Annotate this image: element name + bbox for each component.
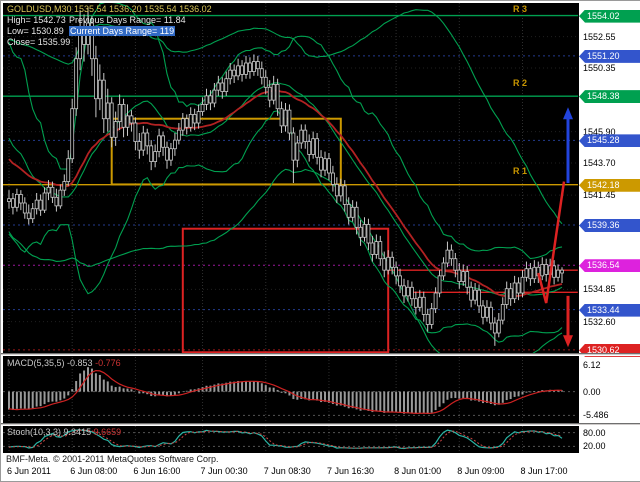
axis-tick: -5.486: [583, 410, 609, 421]
stoch-name: Stoch(10,3,3): [7, 427, 62, 437]
axis-tick: 80.00: [583, 427, 606, 438]
axis-tick: 1532.60: [583, 316, 616, 327]
chart-area[interactable]: [3, 3, 578, 453]
prev-range-value: Previous Days Range= 11.84: [69, 15, 186, 25]
macd-value1: -0.853: [67, 358, 93, 368]
price-axis[interactable]: 1552.55 1550.35 1545.90 1543.70 1541.45 1534.…: [578, 3, 640, 453]
close-line: Close= 1535.99: [7, 37, 71, 47]
symbol-ohlc-line: GOLDUSD,M30 1535.54 1536.20 1535.54 1536…: [7, 4, 212, 14]
time-label: 8 Jun 17:00: [520, 466, 568, 476]
price-level-label: 1536.54: [579, 259, 640, 273]
axis-tick: 1550.35: [583, 63, 616, 73]
macd-name: MACD(5,35,5): [7, 358, 65, 368]
time-axis[interactable]: BMF-Meta. © 2001-2011 MetaQuotes Softwar…: [3, 453, 639, 479]
curr-range-value: Current Days Range= 119: [69, 26, 176, 36]
price-level-label: 1539.36: [579, 219, 640, 232]
price-level-label: 1533.44: [579, 303, 640, 317]
time-label: 7 Jun 16:30: [326, 466, 374, 476]
time-label: 7 Jun 08:30: [263, 466, 311, 476]
axis-tick: 20.00: [583, 441, 606, 452]
price-level-label: 1548.38: [579, 90, 640, 104]
price-level-label: 1551.20: [579, 49, 640, 63]
pane-separator-stoch[interactable]: [1, 423, 640, 426]
axis-tick: 1543.70: [583, 158, 616, 168]
axis-tick: 1552.55: [583, 31, 616, 42]
time-label: 6 Jun 08:00: [70, 466, 118, 476]
axis-tick: 0.00: [583, 386, 601, 397]
time-label: 7 Jun 00:30: [200, 466, 248, 476]
high-value: High= 1542.73: [7, 15, 66, 25]
macd-label: MACD(5,35,5) -0.853 -0.776: [7, 358, 121, 368]
stoch-label: Stoch(10,3,3) 9.3415 9.6659: [7, 427, 121, 437]
low-range-line: Low= 1530.89 Current Days Range= 119: [7, 26, 176, 37]
pivot-r3-label: R 3: [513, 4, 528, 14]
axis-tick: 1545.90: [583, 126, 616, 137]
axis-tick: 1534.85: [583, 284, 616, 295]
axis-tick: 6.12: [583, 360, 601, 371]
pivot-r1-label: R 1: [513, 166, 528, 177]
pane-separator-macd[interactable]: [1, 353, 640, 356]
macd-value2: -0.776: [95, 358, 121, 368]
low-value: Low= 1530.89: [7, 26, 64, 36]
price-level-label: 1542.18: [579, 178, 640, 192]
time-label: 8 Jun 09:00: [457, 466, 505, 476]
time-label: 8 Jun 01:00: [394, 466, 442, 476]
price-level-label: 1545.28: [579, 134, 640, 148]
stoch-value2: 9.6659: [93, 427, 122, 437]
axis-tick: 1541.45: [583, 190, 616, 201]
price-level-label: 1554.02: [579, 9, 640, 23]
time-label: 6 Jun 16:00: [133, 466, 181, 476]
high-range-line: High= 1542.73 Previous Days Range= 11.84: [7, 15, 186, 26]
time-label: 6 Jun 2011: [7, 466, 51, 476]
stoch-value1: 9.3415: [63, 427, 92, 437]
pivot-r2-label: R 2: [513, 77, 528, 88]
copyright-text: BMF-Meta. © 2001-2011 MetaQuotes Softwar…: [6, 454, 219, 464]
